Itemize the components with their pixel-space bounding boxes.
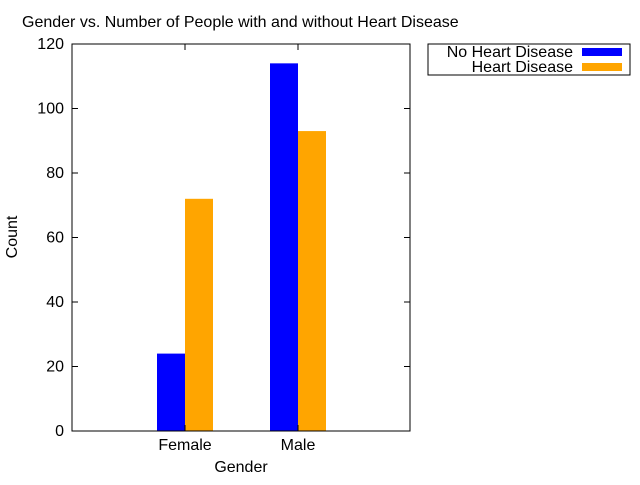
bar-female-no-heart-disease	[157, 353, 185, 431]
legend-label-no-heart-disease: No Heart Disease	[447, 44, 573, 61]
y-tick-label: 0	[55, 423, 64, 440]
y-tick-label: 80	[46, 165, 64, 182]
y-axis-label: Count	[4, 215, 21, 258]
legend: No Heart Disease Heart Disease	[427, 43, 631, 76]
ticks-layer: Female Male 0 20 40 60 80 100 120	[37, 36, 410, 454]
bar-female-heart-disease	[185, 198, 213, 431]
legend-label-heart-disease: Heart Disease	[472, 59, 573, 76]
x-tick-label-female: Female	[158, 437, 211, 454]
legend-swatch-no-heart-disease	[582, 48, 622, 56]
chart-title: Gender vs. Number of People with and wit…	[22, 14, 459, 31]
y-tick-label: 20	[46, 359, 64, 376]
plot-frame	[71, 43, 411, 432]
legend-swatch-heart-disease	[582, 63, 622, 71]
y-tick-label: 60	[46, 230, 64, 247]
bar-male-heart-disease	[298, 131, 326, 431]
y-tick-label: 40	[46, 294, 64, 311]
y-tick-label: 100	[37, 101, 64, 118]
bar-male-no-heart-disease	[270, 63, 298, 431]
x-axis-label: Gender	[214, 459, 268, 476]
bars-layer	[157, 63, 326, 431]
x-tick-label-male: Male	[281, 437, 316, 454]
y-tick-label: 120	[37, 36, 64, 53]
